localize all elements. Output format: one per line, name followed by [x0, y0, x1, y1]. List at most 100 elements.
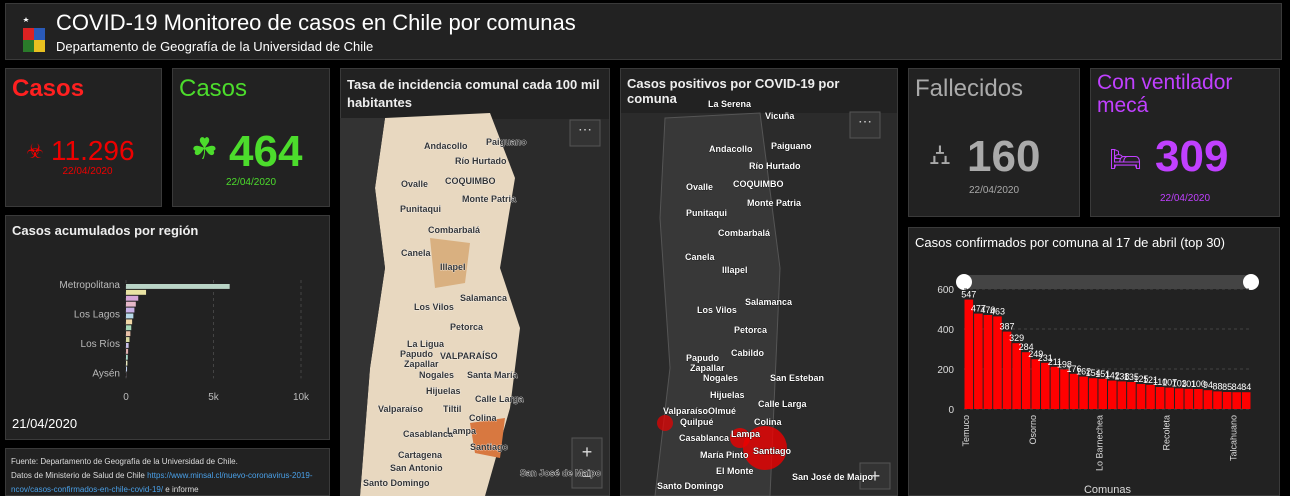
slider-handle[interactable] [1243, 274, 1259, 290]
place-label: San Esteban [770, 373, 824, 383]
indicator-date: 22/04/2020 [62, 166, 113, 177]
data-label: 88 [1213, 381, 1223, 391]
place-label: Lampa [731, 429, 761, 439]
bar [1002, 331, 1012, 409]
bar [126, 354, 128, 360]
bar [1079, 376, 1088, 409]
place-label: Santiago [470, 442, 509, 452]
slider[interactable] [964, 275, 1251, 289]
bar [126, 337, 130, 342]
bar [1165, 387, 1174, 409]
bar [1098, 378, 1107, 409]
place-label: La Ligua [407, 339, 445, 349]
data-label: 84 [1232, 382, 1242, 392]
place-label: Paiguano [486, 137, 527, 147]
place-label: Casablanca [679, 433, 730, 443]
data-label: 142 [1105, 371, 1120, 381]
place-label: Zapallar [404, 359, 439, 369]
bar [126, 331, 131, 337]
bar [1232, 392, 1241, 409]
x-tick-label: Temuco [961, 415, 971, 447]
menu-icon: ⋯ [578, 121, 592, 137]
bar [1117, 381, 1127, 409]
place-label: Hijuelas [710, 390, 745, 400]
source-text: Datos de Ministerio de Salud de Chile ht… [11, 469, 324, 495]
place-label: Ovalle [686, 182, 713, 192]
menu-button[interactable] [569, 119, 601, 147]
indicator-title: Con ventilador mecá [1097, 71, 1233, 117]
data-label: 84 [1241, 382, 1251, 392]
indicator-value: 160 [967, 132, 1041, 181]
data-label: 162 [1076, 367, 1091, 377]
menu-button[interactable] [849, 111, 881, 139]
bar [1146, 384, 1155, 409]
place-label: Río Hurtado [455, 156, 507, 166]
place-label: Calle Larga [758, 399, 808, 409]
y-tick-label: Metropolitana [59, 280, 120, 291]
place-label: Illapel [722, 265, 748, 275]
data-label: 470 [980, 305, 995, 315]
data-label: 101 [1181, 379, 1196, 389]
bar [993, 316, 1002, 409]
zoom-out[interactable]: − [582, 466, 593, 486]
source-link[interactable]: https://www.minsal.cl/nuevo-coronavirus-… [11, 471, 313, 494]
place-label: Salamanca [745, 297, 793, 307]
bar [1241, 392, 1251, 409]
biohazard-icon: ☣ [26, 141, 44, 163]
source-text: Fuente: Departamento de Geografía de la … [11, 457, 238, 466]
place-label: Punitaqui [686, 208, 727, 218]
y-tick-label: 600 [937, 285, 954, 296]
zoom-in[interactable]: + [870, 466, 881, 486]
place-label: Combarbalá [718, 228, 771, 238]
bar [1203, 390, 1213, 409]
indicator: Fallecidos ⛼ 160 22/04/2020 [908, 68, 1080, 217]
bar [1021, 352, 1031, 409]
place-label: Santiago [753, 446, 792, 456]
place-label: Colina [469, 413, 497, 423]
bar [1213, 391, 1222, 409]
place-label: María Pinto [700, 450, 749, 460]
bar [126, 301, 136, 307]
bar [1041, 362, 1050, 409]
header: COVID-19 Monitoreo de casos en Chile por… [5, 3, 1282, 60]
x-tick-label: Osorno [1028, 415, 1038, 445]
place-label: Petorca [734, 325, 768, 335]
data-label: 85 [1222, 382, 1232, 392]
source-text: Datos de Ministerio de Salud de Chile [11, 471, 145, 480]
indicator-value: 464 [229, 127, 303, 176]
source-text: e informe [163, 485, 199, 494]
place-label: Lampa [447, 426, 477, 436]
place-label: COQUIMBO [445, 176, 496, 186]
comuna-panel: Casos confirmados por comuna al 17 de ab… [908, 227, 1280, 496]
bar [1060, 369, 1069, 409]
place-label: Vicuña [765, 111, 795, 121]
bar [126, 366, 128, 372]
data-label: 198 [1057, 359, 1072, 369]
place-label: El Monte [716, 466, 754, 476]
menu-icon: ⋯ [858, 113, 872, 129]
bar [1050, 366, 1060, 409]
data-label: 151 [1095, 369, 1110, 379]
zoom-control[interactable] [859, 462, 891, 490]
zoom-control[interactable] [571, 437, 603, 489]
data-label: 547 [961, 290, 976, 300]
place-label: Casablanca [403, 429, 454, 439]
map-region [654, 112, 781, 496]
bar [1127, 382, 1136, 409]
zoom-in[interactable]: + [582, 442, 593, 462]
slider-handle[interactable] [956, 274, 972, 290]
place-label: Paiguano [771, 141, 812, 151]
place-label: Canela [401, 248, 432, 258]
indicator-value: 11.296 [51, 135, 135, 166]
data-label: 138 [1114, 371, 1129, 381]
bar [1108, 380, 1117, 409]
case-circle [730, 428, 750, 448]
place-label: San José de Maipo [520, 468, 602, 478]
indicator-date: 22/04/2020 [225, 177, 277, 188]
data-label: 329 [1009, 333, 1024, 343]
map-region [360, 113, 520, 496]
place-label: Cabildo [731, 348, 765, 358]
place-label: Los Vilos [414, 302, 454, 312]
indicator-title: Casos [179, 75, 248, 102]
